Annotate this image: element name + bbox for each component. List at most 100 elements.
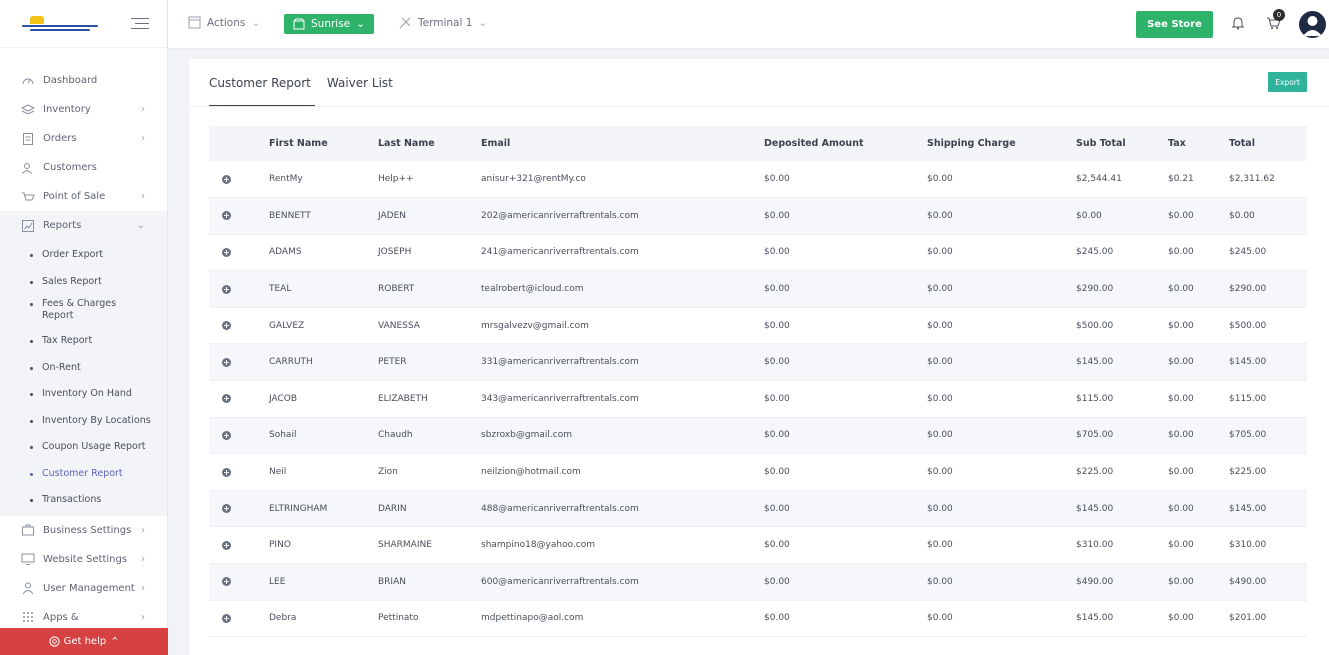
- menu-toggle-icon[interactable]: [131, 18, 149, 30]
- see-store-button[interactable]: See Store: [1136, 11, 1213, 38]
- orders-icon: [20, 131, 35, 146]
- expand-row-icon[interactable]: +: [222, 321, 231, 331]
- reports-subitem-sales-report[interactable]: Sales Report: [0, 269, 167, 296]
- table-row: + PINO SHARMAINE shampino18@yahoo.com $0.00 $…: [209, 526, 1307, 565]
- reports-subitem-inventory-by-locations[interactable]: Inventory By Locations: [0, 408, 167, 435]
- reports-subitem-on-rent[interactable]: On-Rent: [0, 355, 167, 382]
- reports-subitem-label: Coupon Usage Report: [42, 441, 146, 452]
- table-cell-total: $2,311.62: [1229, 161, 1307, 199]
- column-header[interactable]: Email: [481, 126, 764, 161]
- table-cell-deposited-amount: $0.00: [764, 234, 927, 272]
- column-header[interactable]: Tax: [1168, 126, 1229, 161]
- expand-column-header: [209, 126, 269, 161]
- table-cell-last-name: DARIN: [378, 490, 481, 528]
- reports-subitem-inventory-on-hand[interactable]: Inventory On Hand: [0, 381, 167, 408]
- reports-subitem-tax-report[interactable]: Tax Report: [0, 328, 167, 355]
- reports-subitem-customer-report[interactable]: Customer Report: [0, 461, 167, 488]
- dashboard-icon: [20, 73, 35, 88]
- sidebar-item-label: Point of Sale: [43, 191, 106, 202]
- chevron-down-icon: ⌄: [136, 220, 145, 231]
- sidebar-item-business-settings[interactable]: Business Settings ›: [0, 516, 167, 545]
- table-cell-sub-total: $245.00: [1076, 234, 1168, 272]
- expand-cell: +: [209, 343, 269, 382]
- sidebar-item-label: User Management: [43, 582, 135, 594]
- logo[interactable]: [22, 15, 98, 32]
- column-header[interactable]: Shipping Charge: [927, 126, 1076, 161]
- tab-waiver-list[interactable]: Waiver List: [326, 76, 393, 90]
- table-cell-first-name: Sohail: [269, 417, 378, 455]
- table-header-row: First Name Last Name Email Deposited Amo…: [209, 126, 1307, 161]
- reports-subitem-coupon-usage-report[interactable]: Coupon Usage Report: [0, 434, 167, 461]
- table-cell-sub-total: $145.00: [1076, 490, 1168, 528]
- sidebar-item-label: Dashboard: [43, 75, 98, 86]
- reports-subitem-label: Inventory By Locations: [42, 414, 151, 426]
- table-cell-sub-total: $145.00: [1076, 343, 1168, 382]
- actions-dropdown[interactable]: Actions ⌄: [188, 16, 260, 29]
- expand-row-icon[interactable]: +: [222, 174, 231, 184]
- table-cell-first-name: LEE: [269, 563, 378, 601]
- get-help-button[interactable]: Get help ⌃: [0, 628, 168, 655]
- expand-row-icon[interactable]: +: [222, 430, 231, 440]
- column-header[interactable]: Deposited Amount: [764, 126, 927, 161]
- store-selector[interactable]: Sunrise ⌄: [284, 14, 374, 34]
- table-cell-email: mdpettinapo@aol.com: [481, 600, 764, 638]
- expand-row-icon[interactable]: +: [222, 284, 231, 294]
- table-cell-deposited-amount: $0.00: [764, 380, 927, 418]
- bullet-dot: [30, 393, 33, 396]
- export-button[interactable]: Export: [1268, 72, 1307, 92]
- expand-row-icon[interactable]: +: [222, 540, 231, 550]
- table-cell-total: $705.00: [1229, 417, 1307, 455]
- reports-subitem-order-export[interactable]: Order Export: [0, 242, 167, 269]
- table-cell-total: $115.00: [1229, 380, 1307, 418]
- sidebar-item-inventory[interactable]: Inventory ›: [0, 95, 167, 124]
- bullet-dot: [30, 254, 33, 257]
- table-cell-last-name: Pettinato: [378, 600, 481, 638]
- sidebar-item-website-settings[interactable]: Website Settings ›: [0, 545, 167, 574]
- table-cell-first-name: Neil: [269, 453, 378, 491]
- expand-row-icon[interactable]: +: [222, 247, 231, 257]
- column-header[interactable]: Total: [1229, 126, 1307, 161]
- sidebar-item-dashboard[interactable]: Dashboard: [0, 66, 167, 95]
- cart-count-badge: 0: [1273, 9, 1285, 21]
- expand-row-icon[interactable]: +: [222, 504, 231, 514]
- column-header[interactable]: Last Name: [378, 126, 481, 161]
- reports-subitem-label: Fees & Charges Report: [42, 298, 117, 321]
- table-cell-deposited-amount: $0.00: [764, 197, 927, 235]
- table-cell-first-name: GALVEZ: [269, 307, 378, 345]
- expand-row-icon[interactable]: +: [222, 357, 231, 367]
- expand-row-icon[interactable]: +: [222, 613, 231, 623]
- table-cell-last-name: JOSEPH: [378, 234, 481, 272]
- sidebar-item-point-of-sale[interactable]: Point of Sale ›: [0, 182, 167, 211]
- sidebar-item-apps-and[interactable]: Apps & ›: [0, 603, 167, 632]
- column-header[interactable]: Sub Total: [1076, 126, 1168, 161]
- reports-subitem-transactions[interactable]: Transactions: [0, 487, 167, 514]
- sidebar-item-user-management[interactable]: User Management ›: [0, 574, 167, 603]
- column-header[interactable]: First Name: [269, 126, 378, 161]
- expand-row-icon[interactable]: +: [222, 211, 231, 221]
- bell-icon[interactable]: [1232, 16, 1244, 30]
- inventory-icon: [20, 102, 35, 117]
- table-cell-last-name: SHARMAINE: [378, 526, 481, 565]
- expand-row-icon[interactable]: +: [222, 467, 231, 477]
- avatar[interactable]: [1299, 11, 1326, 38]
- table-cell-email: neilzion@hotmail.com: [481, 453, 764, 491]
- table-cell-deposited-amount: $0.00: [764, 453, 927, 491]
- sidebar-item-customers[interactable]: Customers: [0, 153, 167, 182]
- table-cell-last-name: PETER: [378, 343, 481, 382]
- tab-customer-report[interactable]: Customer Report: [209, 59, 315, 106]
- sidebar-item-reports[interactable]: Reports ⌄: [0, 211, 167, 240]
- table-cell-tax: $0.00: [1168, 453, 1229, 491]
- table-cell-total: $500.00: [1229, 307, 1307, 345]
- table-cell-tax: $0.00: [1168, 417, 1229, 455]
- table-cell-first-name: ELTRINGHAM: [269, 490, 378, 528]
- table-cell-deposited-amount: $0.00: [764, 526, 927, 565]
- reports-subitem-fees-and-charges-report[interactable]: Fees & Charges Report: [0, 295, 167, 328]
- terminal-selector[interactable]: Terminal 1 ⌄: [398, 16, 487, 30]
- sidebar-item-label: Reports: [43, 220, 82, 231]
- expand-row-icon[interactable]: +: [222, 577, 231, 587]
- table-cell-tax: $0.00: [1168, 197, 1229, 235]
- expand-row-icon[interactable]: +: [222, 394, 231, 404]
- table-cell-sub-total: $500.00: [1076, 307, 1168, 345]
- table-cell-total: $290.00: [1229, 270, 1307, 308]
- sidebar-item-orders[interactable]: Orders ›: [0, 124, 167, 153]
